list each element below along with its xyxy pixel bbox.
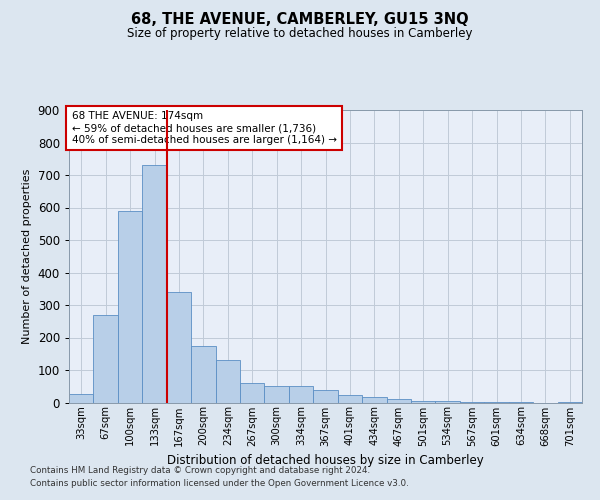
Y-axis label: Number of detached properties: Number of detached properties — [22, 168, 32, 344]
Bar — [265, 386, 289, 402]
Bar — [167, 292, 191, 403]
Text: Size of property relative to detached houses in Camberley: Size of property relative to detached ho… — [127, 28, 473, 40]
Bar — [215, 360, 240, 403]
Bar — [313, 390, 338, 402]
Bar — [118, 211, 142, 402]
Bar — [69, 394, 94, 402]
Bar — [362, 396, 386, 402]
Bar — [240, 383, 265, 402]
Text: 68, THE AVENUE, CAMBERLEY, GU15 3NQ: 68, THE AVENUE, CAMBERLEY, GU15 3NQ — [131, 12, 469, 28]
X-axis label: Distribution of detached houses by size in Camberley: Distribution of detached houses by size … — [167, 454, 484, 467]
Bar — [411, 401, 436, 402]
Bar — [191, 346, 215, 403]
Bar — [386, 398, 411, 402]
Text: Contains public sector information licensed under the Open Government Licence v3: Contains public sector information licen… — [30, 479, 409, 488]
Bar — [142, 165, 167, 402]
Text: 68 THE AVENUE: 174sqm
← 59% of detached houses are smaller (1,736)
40% of semi-d: 68 THE AVENUE: 174sqm ← 59% of detached … — [71, 112, 337, 144]
Bar — [289, 386, 313, 402]
Text: Contains HM Land Registry data © Crown copyright and database right 2024.: Contains HM Land Registry data © Crown c… — [30, 466, 370, 475]
Bar — [338, 396, 362, 402]
Bar — [94, 315, 118, 402]
Bar — [436, 401, 460, 402]
